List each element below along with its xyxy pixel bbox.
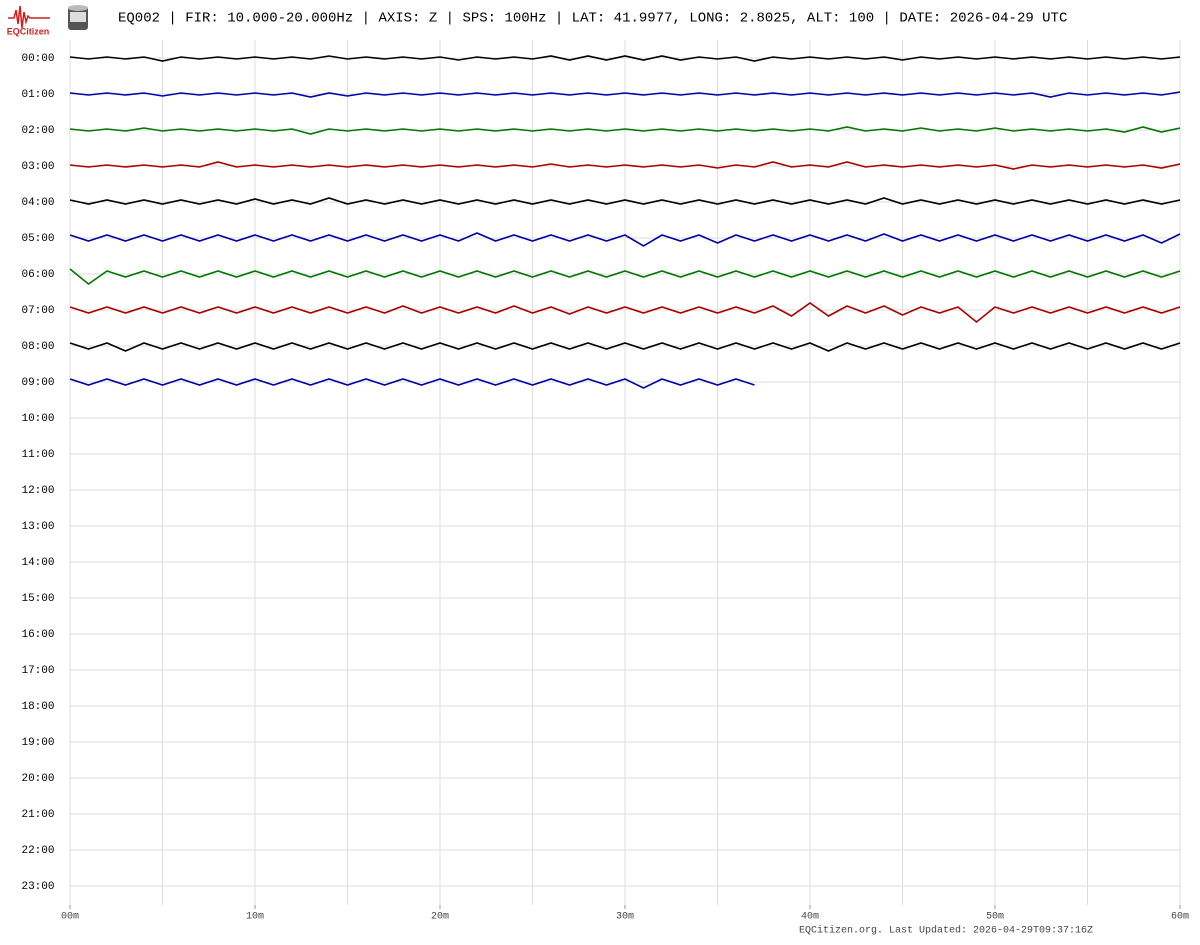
x-tick-label: 10m xyxy=(246,912,264,923)
sensor-icon xyxy=(68,5,88,30)
chart-title: EQ002 | FIR: 10.000-20.000Hz | AXIS: Z |… xyxy=(118,11,1067,27)
trace xyxy=(69,232,1181,247)
row-label: 19:00 xyxy=(21,737,54,749)
x-tick-label: 20m xyxy=(431,912,449,923)
logo: EQCitizen xyxy=(7,5,50,36)
trace xyxy=(69,126,1181,135)
x-tick-label: 40m xyxy=(801,912,819,923)
row-label: 01:00 xyxy=(21,89,54,101)
trace xyxy=(69,91,1181,98)
row-label: 10:00 xyxy=(21,413,54,425)
row-label: 03:00 xyxy=(21,161,54,173)
row-label: 18:00 xyxy=(21,701,54,713)
row-label: 06:00 xyxy=(21,269,54,281)
row-label: 11:00 xyxy=(21,449,54,461)
trace xyxy=(69,197,1181,205)
row-label: 23:00 xyxy=(21,881,54,893)
footer: EQCitizen.org. Last Updated: 2026-04-29T… xyxy=(799,925,1093,937)
x-tick-label: 50m xyxy=(986,912,1004,923)
row-label: 16:00 xyxy=(21,629,54,641)
row-label: 05:00 xyxy=(21,233,54,245)
x-tick-label: 00m xyxy=(61,912,79,923)
row-label: 09:00 xyxy=(21,377,54,389)
row-label: 20:00 xyxy=(21,773,54,785)
row-label: 21:00 xyxy=(21,809,54,821)
row-label: 04:00 xyxy=(21,197,54,209)
x-tick-label: 60m xyxy=(1171,912,1189,923)
row-label: 17:00 xyxy=(21,665,54,677)
sensor-top xyxy=(68,5,88,11)
trace xyxy=(69,342,1181,352)
row-label: 02:00 xyxy=(21,125,54,137)
row-label: 08:00 xyxy=(21,341,54,353)
logo-wave xyxy=(8,5,50,29)
x-tick-label: 30m xyxy=(616,912,634,923)
logo-text: EQCitizen xyxy=(7,26,50,36)
trace xyxy=(69,302,1181,324)
row-label: 13:00 xyxy=(21,521,54,533)
row-label: 12:00 xyxy=(21,485,54,497)
trace xyxy=(69,378,755,389)
row-label: 22:00 xyxy=(21,845,54,857)
row-label: 07:00 xyxy=(21,305,54,317)
row-label: 15:00 xyxy=(21,593,54,605)
trace xyxy=(69,268,1181,286)
trace xyxy=(69,161,1181,170)
trace xyxy=(69,55,1181,62)
sensor-label xyxy=(70,12,86,22)
row-label: 14:00 xyxy=(21,557,54,569)
row-label: 00:00 xyxy=(21,53,54,65)
